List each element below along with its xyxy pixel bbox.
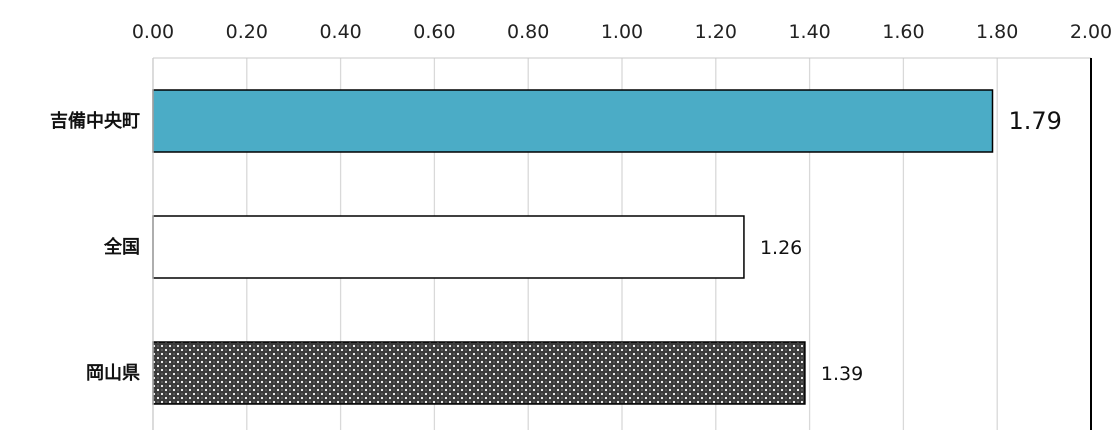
x-axis-ticks: 0.00 0.20 0.40 0.60 0.80 1.00 1.20 1.40 1.60 1.80…	[132, 21, 1112, 43]
x-tick-label: 0.80	[507, 21, 549, 43]
x-tick-label: 1.40	[788, 21, 830, 43]
axes	[152, 57, 1092, 430]
x-tick-label: 2.00	[1070, 21, 1112, 43]
bar	[152, 341, 806, 405]
category-label: 吉備中央町	[50, 110, 140, 132]
x-tick-label: 1.60	[882, 21, 924, 43]
x-tick-label: 0.20	[226, 21, 268, 43]
x-tick-label: 1.00	[601, 21, 643, 43]
bar	[152, 215, 745, 279]
x-tick-label: 0.00	[132, 21, 174, 43]
data-label: 1.26	[760, 237, 802, 259]
x-tick-label: 1.20	[695, 21, 737, 43]
category-label: 岡山県	[86, 363, 140, 384]
x-tick-label: 0.60	[413, 21, 455, 43]
data-label: 1.79	[1009, 107, 1062, 135]
category-label: 全国	[103, 236, 140, 258]
x-tick-label: 0.40	[319, 21, 361, 43]
bars	[152, 89, 994, 405]
bar	[152, 89, 994, 153]
data-labels: 1.79 1.26 1.39	[760, 107, 1062, 385]
x-tick-label: 1.80	[976, 21, 1018, 43]
data-label: 1.39	[821, 363, 863, 385]
